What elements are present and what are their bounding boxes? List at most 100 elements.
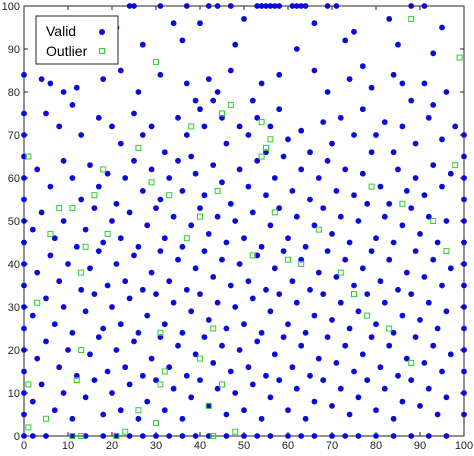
valid-point (170, 213, 177, 220)
valid-point (395, 41, 401, 48)
valid-point (461, 325, 467, 332)
valid-point (21, 304, 27, 310)
valid-point (271, 351, 278, 358)
valid-point (359, 63, 366, 70)
valid-point (403, 269, 410, 276)
valid-point (104, 282, 111, 289)
valid-point (139, 188, 146, 194)
valid-point (364, 291, 371, 297)
outlier-point (100, 166, 107, 173)
legend: Valid Outlier (35, 15, 119, 65)
valid-point (131, 338, 137, 345)
valid-point (78, 132, 85, 138)
valid-point (201, 192, 208, 199)
valid-point (351, 282, 357, 289)
valid-point (293, 385, 300, 392)
valid-point (188, 153, 195, 160)
valid-point (21, 132, 27, 138)
valid-point (21, 196, 27, 203)
valid-point (412, 334, 419, 340)
valid-point (373, 132, 379, 138)
valid-point (109, 390, 115, 396)
valid-point (51, 407, 58, 414)
valid-point (131, 110, 137, 117)
valid-point (175, 256, 181, 263)
valid-point (21, 433, 27, 439)
valid-point (311, 20, 318, 27)
valid-point (346, 325, 353, 332)
valid-point (342, 166, 349, 173)
valid-point (412, 175, 419, 181)
valid-point (91, 291, 98, 297)
valid-point (293, 299, 300, 306)
outlier-point (408, 359, 415, 366)
valid-point (21, 411, 27, 418)
valid-point (280, 153, 287, 160)
valid-point (412, 248, 419, 255)
valid-point (43, 295, 49, 302)
valid-point (34, 269, 41, 276)
valid-point (447, 351, 454, 358)
data-points (21, 3, 467, 439)
valid-point (434, 325, 441, 332)
valid-point (236, 261, 243, 267)
valid-point (227, 282, 234, 289)
valid-point (223, 239, 230, 246)
valid-point (421, 3, 428, 9)
outlier-point (219, 110, 225, 117)
valid-point (245, 364, 252, 371)
outlier-point (452, 162, 459, 169)
outlier-point (249, 252, 256, 259)
valid-point (214, 3, 221, 9)
valid-point (166, 433, 173, 439)
valid-point (73, 84, 80, 91)
valid-point (271, 3, 278, 9)
valid-point (342, 256, 349, 263)
valid-point (227, 3, 234, 9)
valid-point (298, 127, 305, 134)
valid-point (34, 355, 41, 362)
valid-point (329, 317, 335, 323)
valid-point (421, 360, 428, 366)
valid-point (148, 166, 155, 173)
valid-point (144, 312, 151, 319)
valid-point (267, 3, 274, 9)
valid-point (192, 97, 199, 104)
valid-point (417, 317, 423, 323)
valid-point (439, 368, 445, 375)
valid-point (461, 132, 467, 138)
valid-point (91, 205, 98, 212)
valid-point (122, 278, 129, 285)
valid-point (214, 299, 221, 306)
valid-point (254, 338, 261, 345)
valid-point (245, 183, 252, 190)
outlier-point (78, 433, 85, 439)
valid-point (21, 110, 27, 117)
valid-point (399, 398, 406, 405)
valid-point (122, 175, 129, 181)
outlier-point (399, 200, 406, 207)
valid-point (91, 377, 98, 383)
valid-point (82, 308, 89, 315)
valid-point (78, 286, 85, 293)
outlier-point (188, 123, 195, 130)
valid-point (346, 411, 353, 418)
valid-point (298, 3, 305, 9)
valid-point (320, 291, 327, 297)
valid-point (227, 368, 234, 375)
valid-point (425, 299, 432, 306)
valid-point (188, 308, 195, 315)
valid-point (170, 299, 177, 306)
valid-point (197, 291, 203, 297)
valid-point (51, 321, 58, 328)
valid-point (395, 372, 401, 379)
valid-point (135, 243, 142, 250)
valid-point (157, 196, 164, 203)
valid-point (320, 205, 327, 212)
outlier-point (214, 187, 221, 194)
valid-point (113, 261, 120, 267)
valid-point (395, 286, 401, 293)
valid-point (21, 325, 27, 332)
valid-point (21, 239, 27, 246)
